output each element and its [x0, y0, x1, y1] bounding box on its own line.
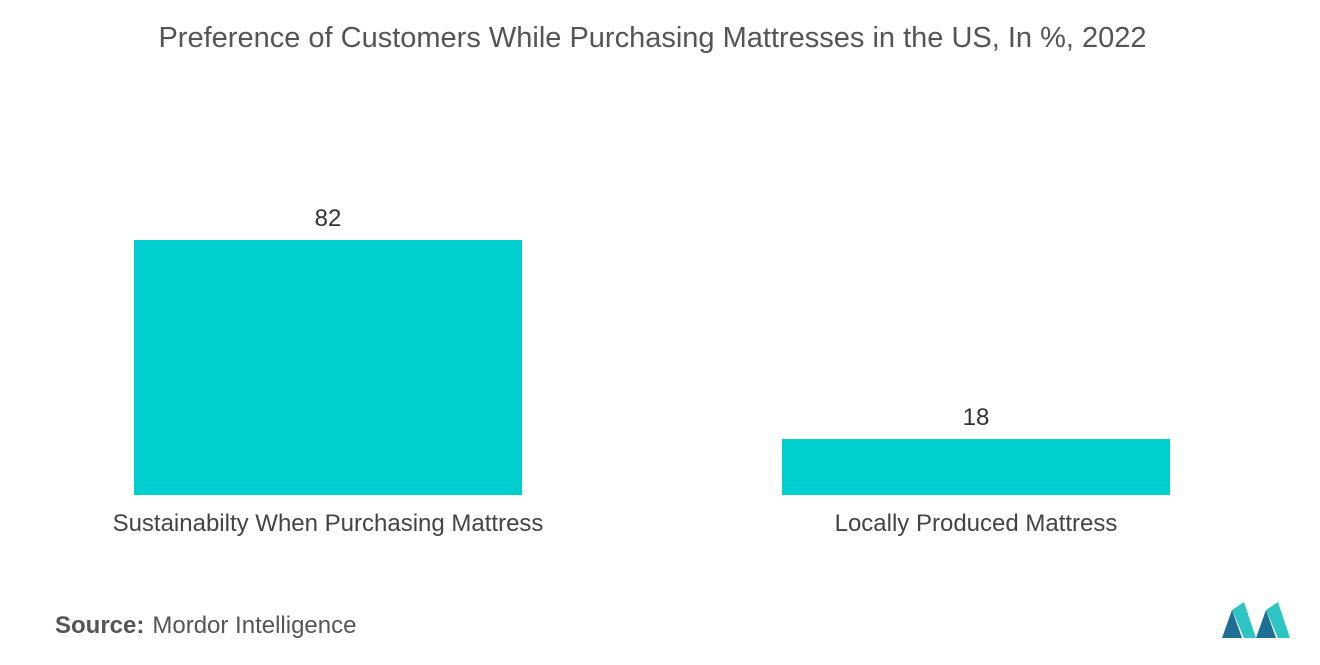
mordor-intelligence-logo	[1222, 602, 1290, 638]
data-label-1: 82	[315, 205, 342, 232]
bar-2	[782, 439, 1170, 495]
source-note: Source: Mordor Intelligence	[55, 612, 356, 640]
bar-chart: 82 Sustainabilty When Purchasing Mattress…	[113, 205, 1170, 537]
source-value: Mordor Intelligence	[152, 612, 357, 639]
category-label-2: Locally Produced Mattress	[835, 510, 1118, 537]
bar-1	[134, 240, 522, 495]
data-label-2: 18	[963, 404, 990, 431]
source-label: Source:	[55, 612, 145, 639]
category-label-1: Sustainabilty When Purchasing Mattress	[113, 510, 544, 537]
chart-title: Preference of Customers While Purchasing…	[158, 22, 1147, 54]
